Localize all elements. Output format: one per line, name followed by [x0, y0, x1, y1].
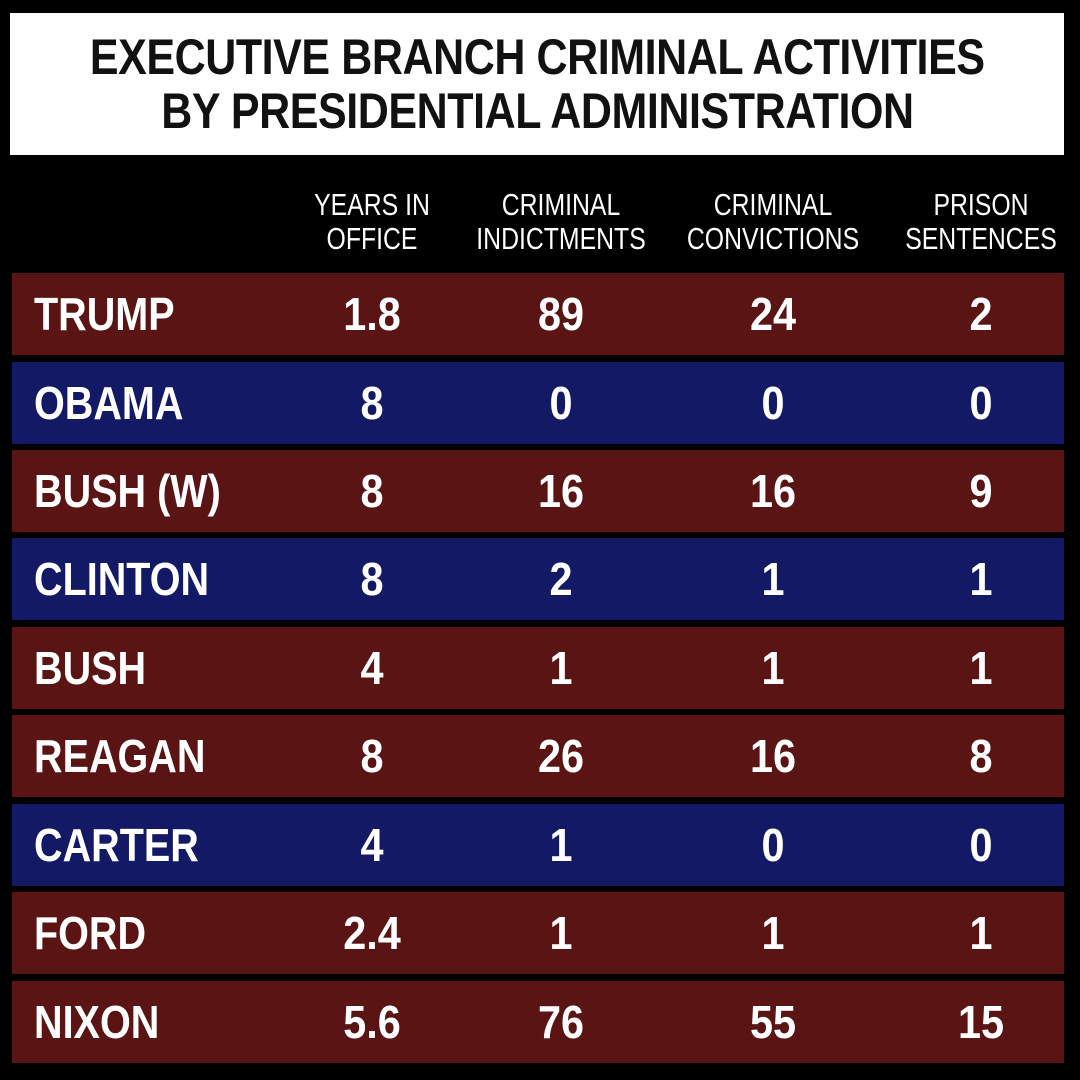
table-cell: 1	[549, 819, 573, 871]
title-line-1: EXECUTIVE BRANCH CRIMINAL ACTIVITIES	[89, 29, 985, 85]
table-row: BUSH (W) 8 16 16 9	[12, 450, 1064, 532]
table-cell: 1	[761, 553, 785, 605]
table-cell: 55	[749, 996, 797, 1048]
president-name: CLINTON	[34, 553, 210, 605]
president-name: NIXON	[34, 996, 160, 1048]
table-cell: 1	[549, 907, 573, 959]
table-row: REAGAN 8 26 16 8	[12, 715, 1064, 797]
column-header-line: PRISON	[933, 187, 1029, 222]
table-cell: 16	[749, 730, 797, 782]
column-header-line: OFFICE	[326, 221, 418, 256]
table-cell: 1	[969, 907, 993, 959]
table-row: NIXON 5.6 76 55 15	[12, 981, 1064, 1063]
table-row: TRUMP 1.8 89 24 2	[12, 273, 1064, 355]
table-cell: 24	[749, 288, 797, 340]
table-cell: 8	[360, 730, 384, 782]
table-cell: 9	[969, 465, 993, 517]
president-name: FORD	[34, 907, 147, 959]
title-line-2: BY PRESIDENTIAL ADMINISTRATION	[160, 83, 914, 139]
president-name: BUSH	[34, 642, 147, 694]
column-header-3: CRIMINAL CONVICTIONS	[687, 186, 859, 258]
column-header-line: SENTENCES	[905, 221, 1057, 256]
table-row: BUSH 4 1 1 1	[12, 627, 1064, 709]
table-cell: 0	[969, 819, 993, 871]
table-cell: 2	[969, 288, 993, 340]
column-header-1: YEARS IN OFFICE	[292, 186, 452, 258]
column-header-4: PRISON SENTENCES	[901, 186, 1061, 258]
table-cell: 2	[549, 553, 573, 605]
table-cell: 8	[360, 465, 384, 517]
table-cell: 0	[549, 377, 573, 429]
column-header-line: INDICTMENTS	[476, 221, 646, 256]
table-cell: 16	[749, 465, 797, 517]
president-name: OBAMA	[34, 377, 184, 429]
column-header-2: CRIMINAL INDICTMENTS	[476, 186, 645, 258]
column-header-line: CRIMINAL	[713, 187, 833, 222]
table-cell: 76	[537, 996, 585, 1048]
table-cell: 0	[969, 377, 993, 429]
table-cell: 26	[537, 730, 585, 782]
table-cell: 1	[969, 642, 993, 694]
column-header-line: YEARS IN	[314, 187, 430, 222]
title-box: EXECUTIVE BRANCH CRIMINAL ACTIVITIES BY …	[10, 13, 1064, 155]
table-row: OBAMA 8 0 0 0	[12, 362, 1064, 444]
table-cell: 8	[969, 730, 993, 782]
table-row: CLINTON 8 2 1 1	[12, 538, 1064, 620]
table-row: CARTER 4 1 0 0	[12, 804, 1064, 886]
table-cell: 1	[549, 642, 573, 694]
table-row: FORD 2.4 1 1 1	[12, 892, 1064, 974]
president-name: BUSH (W)	[34, 465, 221, 517]
table-cell: 4	[360, 642, 384, 694]
table-cell: 89	[537, 288, 585, 340]
table-cell: 0	[761, 377, 785, 429]
table-cell: 8	[360, 553, 384, 605]
table-cell: 1	[969, 553, 993, 605]
president-name: TRUMP	[34, 288, 175, 340]
table-cell: 2.4	[343, 907, 401, 959]
table-cell: 16	[537, 465, 585, 517]
table-cell: 1	[761, 907, 785, 959]
table-cell: 4	[360, 819, 384, 871]
table-cell: 5.6	[343, 996, 401, 1048]
president-name: CARTER	[34, 819, 199, 871]
column-header-line: CRIMINAL	[501, 187, 621, 222]
table-cell: 8	[360, 377, 384, 429]
column-header-line: CONVICTIONS	[686, 221, 860, 256]
table-cell: 1	[761, 642, 785, 694]
table-cell: 1.8	[343, 288, 401, 340]
president-name: REAGAN	[34, 730, 206, 782]
table-cell: 15	[957, 996, 1005, 1048]
table-cell: 0	[761, 819, 785, 871]
